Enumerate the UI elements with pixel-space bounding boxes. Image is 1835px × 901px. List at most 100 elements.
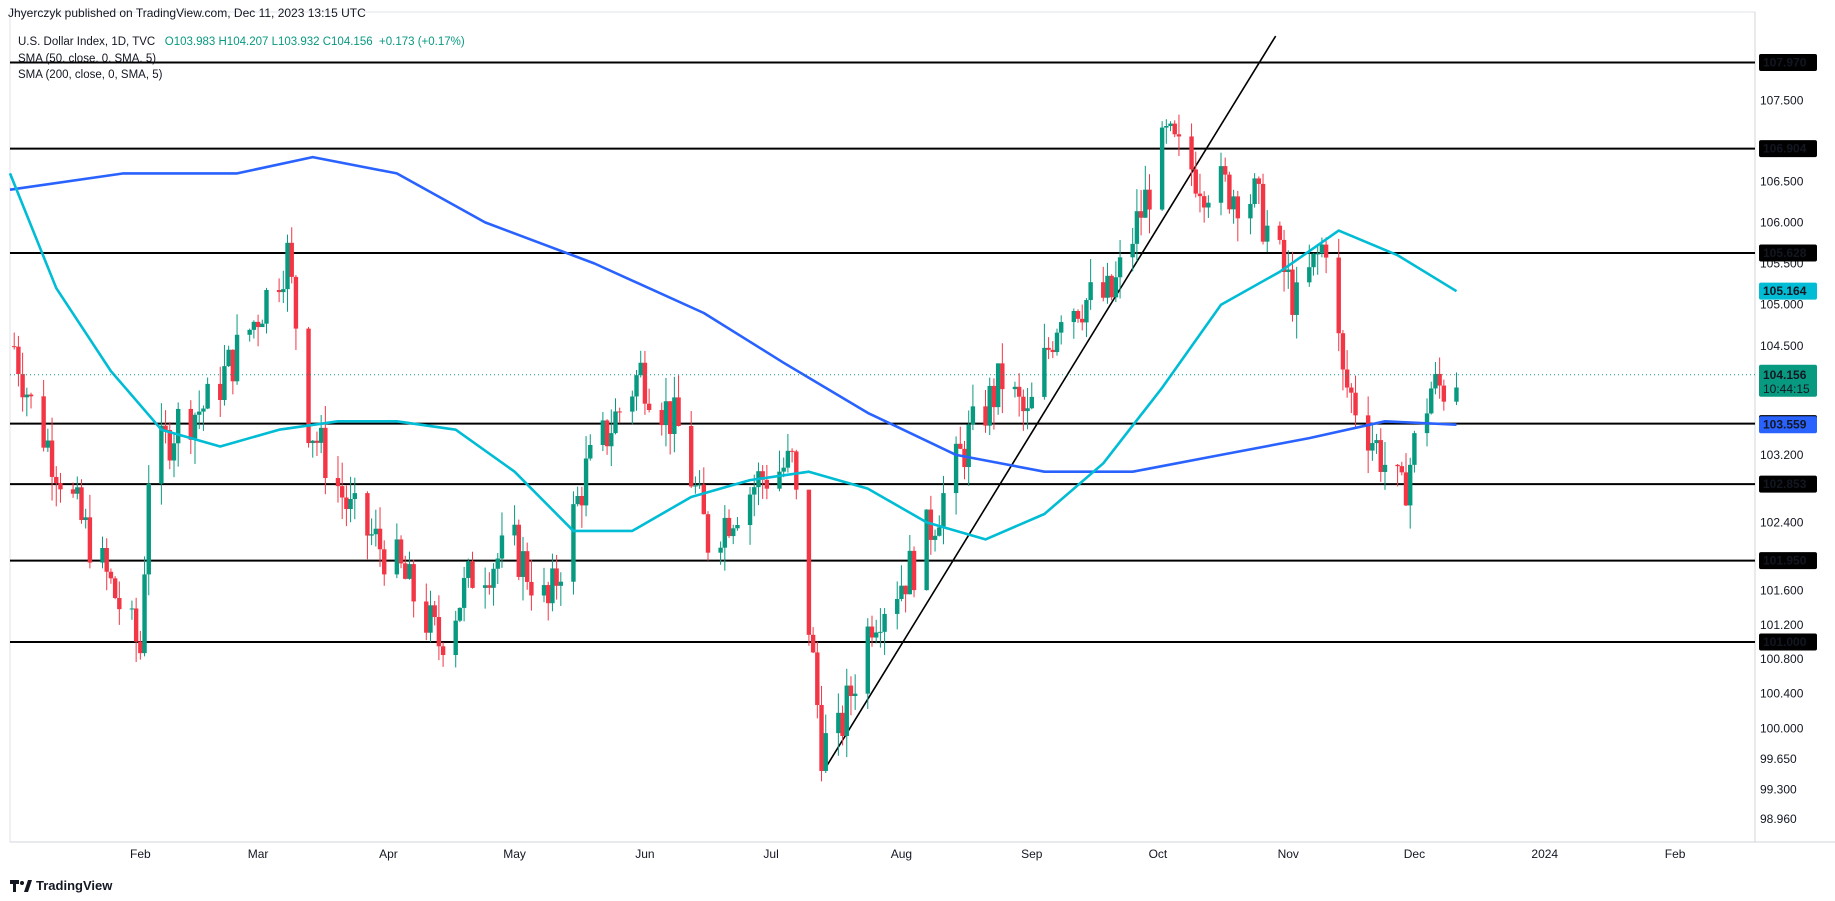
candle-body (588, 444, 593, 459)
candle-body (1172, 123, 1177, 135)
candle-body (495, 558, 500, 569)
candle-body (394, 539, 400, 575)
candle-body (873, 632, 879, 638)
candle-body (953, 443, 959, 494)
candle-body (1084, 300, 1089, 323)
candle-body (1281, 239, 1287, 273)
candle-body (520, 551, 526, 577)
candle-body (659, 410, 664, 426)
candle-body (1412, 433, 1417, 465)
candle-body (163, 425, 168, 430)
candle-body (1323, 244, 1329, 258)
candle-body (667, 401, 673, 434)
candle-body (411, 564, 416, 602)
y-tick-label: 106.000 (1760, 215, 1804, 229)
legend-sma200[interactable]: SMA (200, close, 0, SMA, 5) (18, 69, 163, 81)
candle-body (289, 242, 294, 277)
level-price-tag: 106.904 (1763, 142, 1807, 156)
candle-body (365, 493, 370, 536)
last-price-tag: 104.156 (1763, 368, 1807, 382)
candle-body (932, 535, 938, 540)
candle-body (133, 608, 139, 642)
candle-body (1248, 203, 1253, 219)
candle-body (701, 484, 706, 515)
candle-body (1307, 267, 1312, 283)
level-price-tag-bg (1759, 633, 1817, 651)
candle-body (222, 366, 227, 400)
tradingview-logo-icon (10, 879, 32, 892)
candle-body (752, 487, 757, 495)
y-tick-label: 106.500 (1760, 175, 1804, 189)
candle-body (344, 497, 349, 510)
candle-body (600, 420, 606, 445)
candle-body (1012, 386, 1018, 390)
candle-body (1256, 178, 1262, 184)
candle-body (255, 321, 261, 328)
candle-body (192, 414, 198, 440)
tradingview-brand[interactable]: TradingView (10, 878, 112, 893)
candle-body (794, 451, 799, 490)
candle-body (630, 396, 635, 412)
candle-body (339, 486, 345, 498)
candle-body (276, 289, 282, 293)
candle-body (823, 733, 828, 771)
candle-body (260, 323, 265, 328)
candle-body (617, 411, 622, 413)
candle-body (899, 585, 904, 599)
candle-body (676, 397, 681, 427)
candle-body (1164, 126, 1169, 128)
candle-body (840, 712, 845, 737)
x-tick-label: 2024 (1531, 847, 1558, 861)
candle-body (1260, 183, 1266, 242)
candle-body (937, 527, 942, 536)
x-tick-label: May (503, 847, 526, 861)
candle-body (117, 598, 122, 610)
candle-body (583, 458, 589, 506)
level-price-tag-bg (1759, 54, 1817, 72)
candle-body (491, 568, 496, 588)
level-price-tag-bg (1759, 244, 1817, 262)
candle-body (1222, 166, 1228, 175)
legend-symbol-row[interactable]: U.S. Dollar Index, 1D, TVC O103.983 H104… (18, 34, 465, 51)
candle-body (882, 613, 887, 632)
candle-body (348, 499, 353, 510)
candle-body (1138, 211, 1144, 218)
candle-body (1290, 269, 1295, 315)
x-tick-label: Nov (1278, 847, 1299, 861)
candle-body (369, 534, 374, 536)
candle-body (100, 547, 105, 563)
candle-body (293, 276, 299, 329)
candle-body (323, 427, 328, 479)
candle-body (1311, 253, 1316, 268)
candle-body (1378, 440, 1383, 472)
candle-body (1000, 363, 1005, 390)
candle-body (546, 585, 551, 604)
candle-body (878, 631, 883, 633)
candle-body (314, 440, 320, 443)
candle-body (1159, 127, 1165, 210)
legend-sma50[interactable]: SMA (50, close, 0, SMA, 5) (18, 52, 157, 65)
candle-body (424, 601, 429, 633)
candle-body (1365, 415, 1371, 451)
candle-body (865, 626, 870, 694)
candle-body (230, 349, 236, 382)
candle-body (819, 704, 824, 771)
last-price-tag-bg (1759, 364, 1817, 397)
candle-body (642, 362, 648, 404)
candle-body (1294, 282, 1299, 315)
candle-body (1395, 464, 1400, 467)
candle-body (1189, 136, 1194, 170)
y-tick-label: 104.500 (1760, 339, 1804, 353)
candle-body (516, 524, 521, 577)
candle-body (352, 493, 357, 500)
candle-body (1088, 282, 1093, 301)
candle-body (1315, 253, 1320, 255)
candle-body (991, 385, 997, 408)
plot-frame (9, 11, 1756, 843)
y-tick-label: 100.400 (1760, 687, 1804, 701)
candle-body (1265, 225, 1270, 242)
candle-body (995, 363, 1001, 408)
candle-body (524, 551, 530, 582)
candle-body (987, 385, 992, 426)
